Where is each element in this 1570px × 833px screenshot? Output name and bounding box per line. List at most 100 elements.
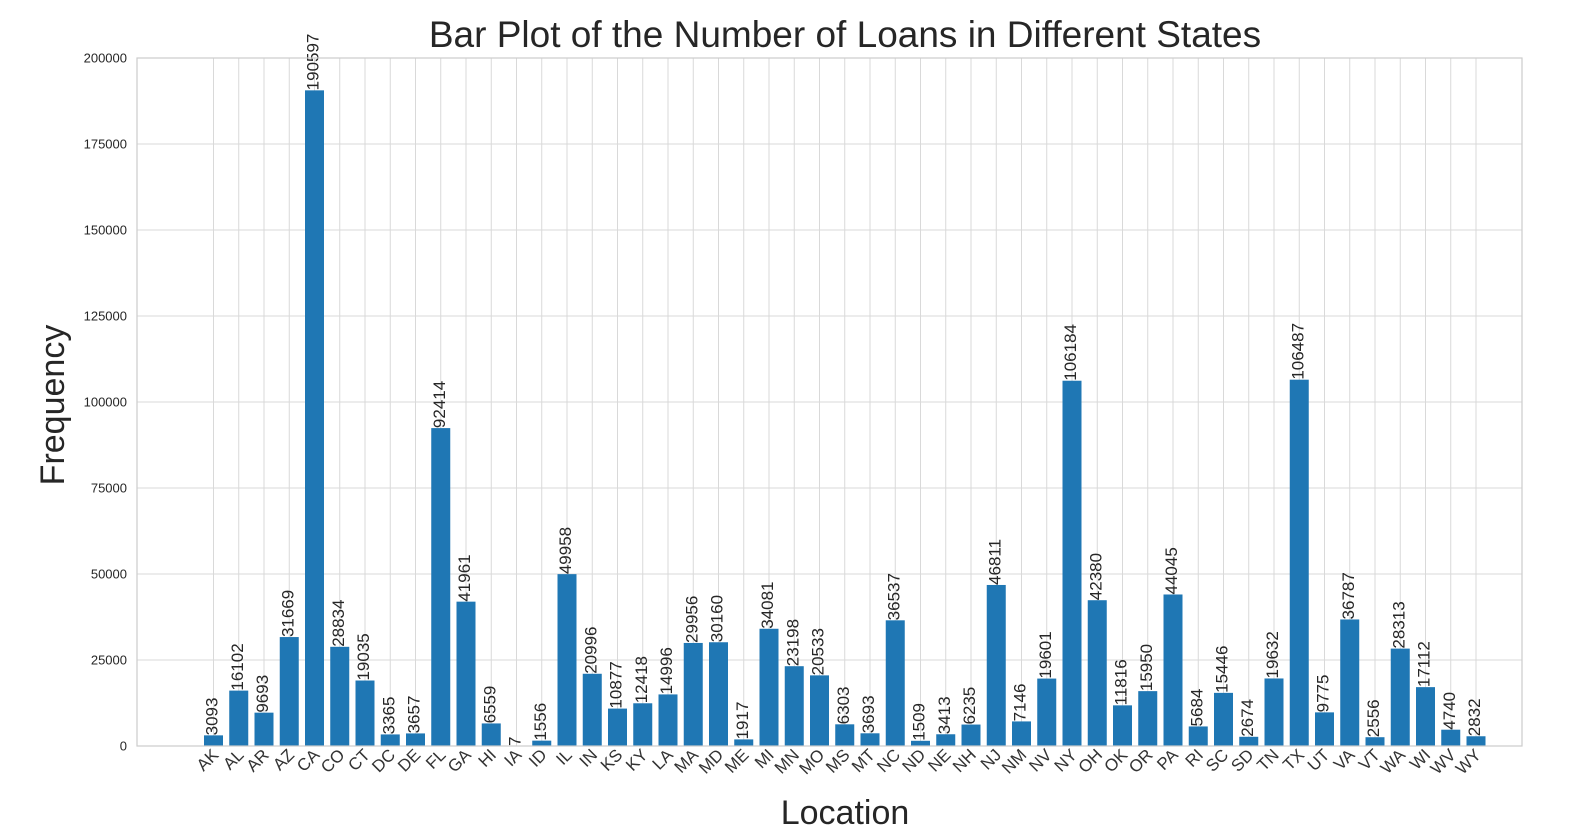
y-tick-label: 150000 <box>84 223 127 238</box>
y-tick-label: 200000 <box>84 51 127 66</box>
bar-value-label: 20996 <box>581 626 600 673</box>
bar <box>608 708 627 746</box>
bar-value-label: 15446 <box>1213 646 1232 693</box>
bar-value-label: 12418 <box>632 656 651 703</box>
bar-value-label: 92414 <box>430 381 449 428</box>
x-tick-label: CT <box>344 745 373 774</box>
bar-value-label: 16102 <box>228 643 247 690</box>
bar <box>835 724 855 746</box>
bar-value-label: 49958 <box>556 527 575 574</box>
bar-value-label: 28834 <box>329 600 348 647</box>
bar-value-label: 36787 <box>1339 572 1358 619</box>
bar-value-label: 31669 <box>278 590 297 637</box>
bar <box>1012 721 1031 746</box>
bar <box>784 666 804 746</box>
y-tick-label: 125000 <box>84 309 127 324</box>
y-tick-label: 100000 <box>84 395 127 410</box>
bar <box>380 734 400 746</box>
bar-value-label: 106184 <box>1061 324 1080 381</box>
bar <box>254 712 274 746</box>
x-tick-label: IL <box>552 745 575 768</box>
bar <box>936 734 956 746</box>
bar-value-label: 3657 <box>405 696 424 734</box>
bar-value-label: 30160 <box>708 595 727 642</box>
y-tick-label: 25000 <box>91 653 127 668</box>
y-tick-label: 75000 <box>91 481 127 496</box>
bar <box>1289 379 1309 746</box>
bar-value-label: 190597 <box>304 34 323 91</box>
bar-value-label: 3365 <box>379 697 398 735</box>
bar-value-label: 34081 <box>758 581 777 628</box>
x-tick-label: WY <box>1452 745 1485 778</box>
bar <box>734 739 754 746</box>
bar-value-label: 3093 <box>203 698 222 736</box>
x-tick-label: NH <box>949 745 980 776</box>
bar-value-label: 10877 <box>607 661 626 708</box>
y-ticks: 0 25000 50000 75000 100000 125000 150000 175000… <box>84 51 127 754</box>
bar <box>658 694 678 746</box>
bar <box>1113 705 1132 746</box>
bar-value-label: 17112 <box>1415 641 1434 687</box>
bar-value-label: 11816 <box>1112 659 1131 705</box>
bar-value-label: 9693 <box>253 675 272 713</box>
bar <box>481 723 501 746</box>
bar <box>204 735 223 746</box>
x-tick-label: VA <box>1330 745 1359 774</box>
bar-value-label: 9775 <box>1314 675 1333 713</box>
bar <box>1441 729 1461 746</box>
bar <box>759 628 779 746</box>
bar-value-label: 6303 <box>834 686 853 724</box>
bar <box>709 642 728 746</box>
y-tick-label: 0 <box>120 739 127 754</box>
bar-value-label: 6235 <box>960 687 979 725</box>
bar-value-label: 6559 <box>480 686 499 724</box>
x-tick-label: LA <box>649 745 678 774</box>
bar-value-label: 46811 <box>985 539 1004 585</box>
bar-value-label: 5684 <box>1187 689 1206 727</box>
bar-value-label: 29956 <box>682 596 701 643</box>
x-tick-label: TX <box>1279 745 1308 774</box>
bar-value-label: 1509 <box>910 703 929 741</box>
x-tick-label: OR <box>1125 745 1156 776</box>
bar-value-label: 20533 <box>809 628 828 675</box>
bar <box>633 703 653 746</box>
bar <box>1416 687 1435 746</box>
x-axis-label: Location <box>781 794 910 832</box>
bar <box>1365 737 1385 746</box>
bar <box>1239 736 1259 746</box>
bar <box>885 620 905 746</box>
bar <box>1037 678 1057 746</box>
x-tick-label: KY <box>622 745 651 774</box>
bar <box>1188 726 1208 746</box>
bar-value-label: 41961 <box>455 554 474 601</box>
bar-value-label: 1556 <box>531 703 550 741</box>
bar-value-label: 106487 <box>1288 323 1307 380</box>
bar <box>1214 692 1233 746</box>
bar-value-label: 7 <box>506 737 525 746</box>
bar <box>1466 736 1486 746</box>
x-tick-label: KS <box>597 745 626 774</box>
bar <box>431 428 451 746</box>
bar <box>911 740 930 746</box>
bar <box>582 673 602 746</box>
bar-value-label: 3413 <box>935 696 954 734</box>
bar <box>279 637 299 746</box>
x-tick-label: FL <box>422 745 449 772</box>
bar-value-label: 19632 <box>1263 631 1282 678</box>
bar-value-label: 7146 <box>1011 684 1030 722</box>
x-tick-label: AL <box>219 745 247 773</box>
plot-frame <box>136 57 1523 747</box>
bar <box>1062 380 1082 746</box>
chart-title: Bar Plot of the Number of Loans in Diffe… <box>429 14 1261 55</box>
bar <box>355 680 375 746</box>
x-tick-label: NJ <box>977 745 1005 773</box>
bar-value-label: 19035 <box>354 633 373 680</box>
bar <box>557 574 577 746</box>
x-tick-label: IN <box>576 745 601 770</box>
x-tick-label: ME <box>721 745 752 776</box>
bar <box>532 740 552 746</box>
y-tick-label: 175000 <box>84 137 127 152</box>
bar <box>961 724 981 746</box>
